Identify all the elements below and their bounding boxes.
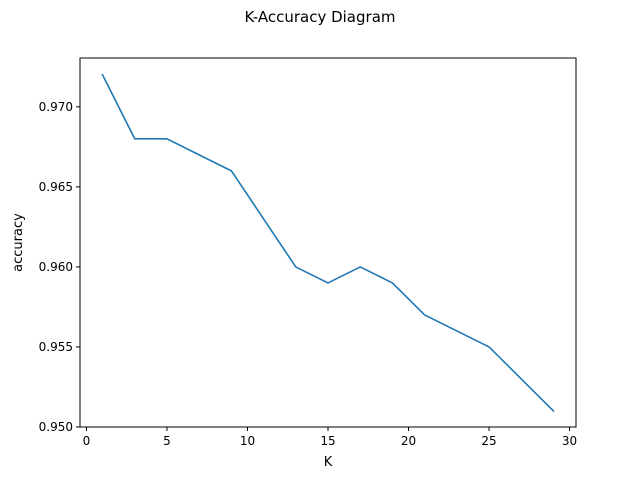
y-tick-label: 0.950 xyxy=(39,420,73,434)
x-tick-label: 0 xyxy=(83,434,91,448)
y-tick-label: 0.960 xyxy=(39,260,73,274)
y-tick-label: 0.955 xyxy=(39,340,73,354)
x-tick-label: 20 xyxy=(401,434,416,448)
y-tick-label: 0.970 xyxy=(39,100,73,114)
plot-frame xyxy=(79,57,577,428)
y-tick-label: 0.965 xyxy=(39,180,73,194)
x-tick-label: 15 xyxy=(320,434,335,448)
plot-area xyxy=(80,58,576,427)
y-axis-label: accuracy xyxy=(11,213,26,272)
series-layer xyxy=(101,73,555,413)
x-tick-label: 30 xyxy=(562,434,577,448)
x-axis-ticks: 0 5 10 15 20 25 30 xyxy=(83,427,577,448)
x-tick-label: 5 xyxy=(163,434,171,448)
x-tick-label: 25 xyxy=(481,434,496,448)
y-axis-ticks: 0.950 0.955 0.960 0.965 0.970 xyxy=(39,100,80,434)
chart-title: K-Accuracy Diagram xyxy=(245,8,396,26)
series-line xyxy=(101,73,555,413)
x-tick-label: 10 xyxy=(240,434,255,448)
x-axis-label: K xyxy=(324,455,333,470)
